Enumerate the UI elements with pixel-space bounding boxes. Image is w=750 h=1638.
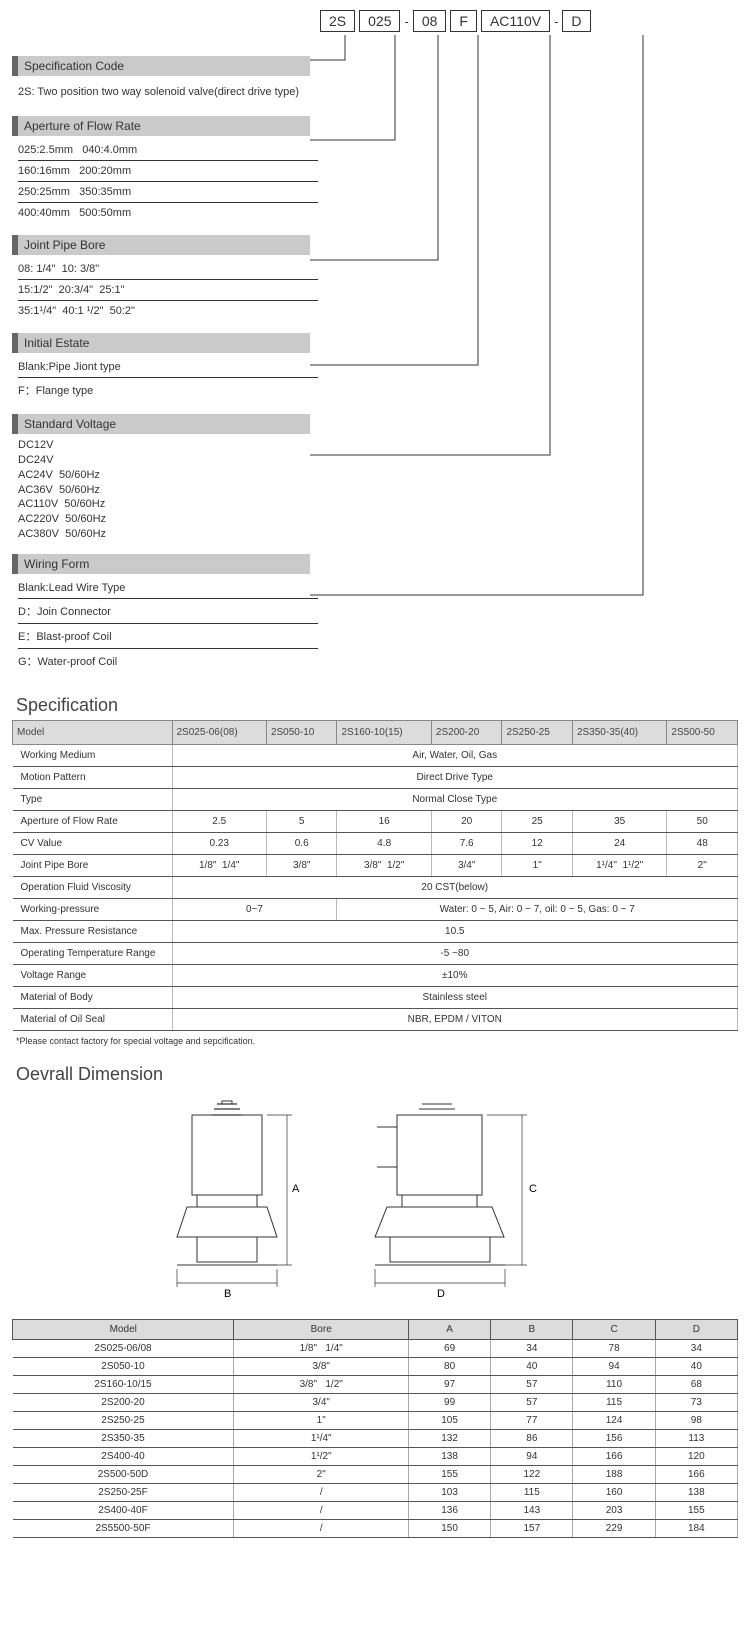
spec-model-0: 2S025-06(08) bbox=[172, 720, 266, 744]
spec-model-2: 2S160-10(15) bbox=[337, 720, 431, 744]
hdr-spec-code: Specification Code bbox=[12, 56, 310, 76]
wiring-r3: E：Blast-proof Coil bbox=[18, 624, 318, 649]
code-b5: AC110V bbox=[481, 10, 550, 32]
svg-text:B: B bbox=[224, 1288, 231, 1297]
volt-l2: DC24V bbox=[18, 453, 318, 468]
hdr-wiring: Wiring Form bbox=[12, 554, 310, 574]
table-row: 2S200-203/4"995711573 bbox=[13, 1393, 738, 1411]
hdr-voltage: Standard Voltage bbox=[12, 414, 310, 434]
dimension-drawing: A B C D bbox=[12, 1097, 738, 1307]
code-strip: 2S 025 - 08 F AC110V - D bbox=[320, 10, 591, 32]
table-row: 2S050-103/8"80409440 bbox=[13, 1357, 738, 1375]
volt-l5: AC110V 50/60Hz bbox=[18, 497, 318, 512]
table-row: 2S025-06/081/8" 1/4"69347834 bbox=[13, 1339, 738, 1357]
spec-model-1: 2S050-10 bbox=[266, 720, 337, 744]
svg-text:A: A bbox=[292, 1183, 300, 1195]
hdr-joint: Joint Pipe Bore bbox=[12, 235, 310, 255]
initial-r1: Blank:Pipe Jiont type bbox=[18, 357, 318, 378]
aperture-r1: 025:2.5mm 040:4.0mm bbox=[18, 140, 318, 161]
svg-text:C: C bbox=[529, 1183, 537, 1195]
code-b2: 025 bbox=[359, 10, 400, 32]
spec-model-5: 2S350-35(40) bbox=[572, 720, 666, 744]
aperture-r2: 160:16mm 200:20mm bbox=[18, 161, 318, 182]
initial-r2: F：Flange type bbox=[18, 378, 318, 402]
hdr-initial: Initial Estate bbox=[12, 333, 310, 353]
wiring-r2: D：Join Connector bbox=[18, 599, 318, 624]
spec-footnote: *Please contact factory for special volt… bbox=[16, 1036, 738, 1046]
table-row: 2S250-251"1057712498 bbox=[13, 1411, 738, 1429]
aperture-r4: 400:40mm 500:50mm bbox=[18, 203, 318, 223]
table-row: 2S350-351¹/4"13286156113 bbox=[13, 1429, 738, 1447]
volt-l6: AC220V 50/60Hz bbox=[18, 512, 318, 527]
wiring-r1: Blank:Lead Wire Type bbox=[18, 578, 318, 599]
side-view-icon: C D bbox=[342, 1097, 552, 1297]
code-b4: F bbox=[450, 10, 477, 32]
spec-model-4: 2S250-25 bbox=[502, 720, 573, 744]
table-row: 2S400-40F/136143203155 bbox=[13, 1501, 738, 1519]
volt-l3: AC24V 50/60Hz bbox=[18, 468, 318, 483]
spec-model-3: 2S200-20 bbox=[431, 720, 502, 744]
code-sep1: - bbox=[404, 14, 408, 29]
volt-l1: DC12V bbox=[18, 438, 318, 453]
code-sep2: - bbox=[554, 14, 558, 29]
code-b3: 08 bbox=[413, 10, 447, 32]
hdr-aperture: Aperture of Flow Rate bbox=[12, 116, 310, 136]
spec-model-6: 2S500-50 bbox=[667, 720, 738, 744]
table-row: 2S400-401¹/2"13894166120 bbox=[13, 1447, 738, 1465]
dimension-title: Oevrall Dimension bbox=[16, 1064, 738, 1085]
table-row: 2S500-50D2"155122188166 bbox=[13, 1465, 738, 1483]
code-b1: 2S bbox=[320, 10, 355, 32]
volt-l7: AC380V 50/60Hz bbox=[18, 527, 318, 542]
spec-hdr-model: Model bbox=[13, 720, 173, 744]
dimension-table: Model Bore A B C D 2S025-06/081/8" 1/4"6… bbox=[12, 1319, 738, 1538]
joint-r1: 08: 1/4" 10: 3/8" bbox=[18, 259, 318, 280]
specification-title: Specification bbox=[16, 695, 738, 716]
table-row: 2S250-25F/103115160138 bbox=[13, 1483, 738, 1501]
specification-table: Model 2S025-06(08) 2S050-10 2S160-10(15)… bbox=[12, 720, 738, 1031]
volt-l4: AC36V 50/60Hz bbox=[18, 483, 318, 498]
table-row: 2S5500-50F/150157229184 bbox=[13, 1519, 738, 1537]
wiring-r4: G：Water-proof Coil bbox=[18, 649, 318, 673]
table-row: 2S160-10/153/8" 1/2"975711068 bbox=[13, 1375, 738, 1393]
spec-code-line: 2S: Two position two way solenoid valve(… bbox=[18, 80, 418, 104]
aperture-r3: 250:25mm 350:35mm bbox=[18, 182, 318, 203]
front-view-icon: A B bbox=[142, 1097, 322, 1297]
joint-r2: 15:1/2" 20:3/4" 25:1" bbox=[18, 280, 318, 301]
svg-text:D: D bbox=[437, 1288, 445, 1297]
code-b6: D bbox=[562, 10, 590, 32]
joint-r3: 35:1¹/4" 40:1 ¹/2" 50:2" bbox=[18, 301, 318, 321]
